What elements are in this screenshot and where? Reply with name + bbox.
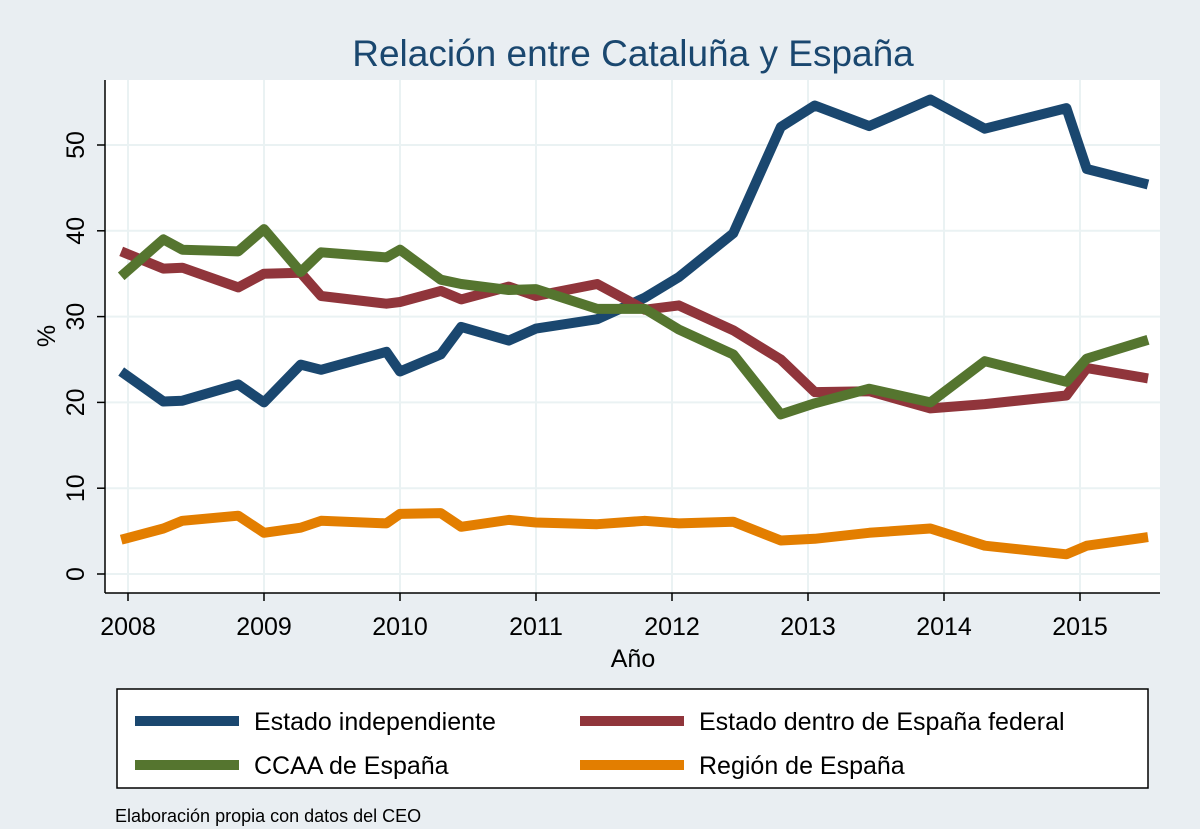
grid-lines [105, 80, 1160, 593]
y-tick-label: 10 [62, 474, 90, 502]
x-tick-label: 2015 [1052, 613, 1108, 641]
source-note: Elaboración propia con datos del CEO [115, 806, 421, 826]
series-layer [117, 94, 1150, 560]
series-line-1 [118, 94, 1150, 408]
legend: Estado independiente Estado dentro de Esp… [135, 708, 1065, 780]
x-tick-label: 2011 [509, 613, 563, 641]
x-axis-title: Año [611, 645, 655, 673]
legend-box [116, 688, 1149, 789]
y-tick-label: 0 [62, 567, 90, 581]
y-tick-label: 50 [62, 131, 90, 159]
x-tick-label: 2009 [236, 613, 292, 641]
y-axis-ticks: 0 10 20 30 40 50 [62, 131, 105, 581]
series-line-3 [117, 224, 1150, 420]
x-tick-label: 2008 [100, 613, 156, 641]
x-tick-label: 2010 [372, 613, 428, 641]
y-tick-label: 20 [62, 388, 90, 416]
chart-title: Relación entre Cataluña y España [352, 33, 914, 74]
y-tick-label: 40 [62, 217, 90, 245]
legend-label: Estado dentro de España federal [699, 708, 1065, 736]
x-tick-label: 2014 [916, 613, 972, 641]
legend-label: CCAA de España [254, 752, 449, 780]
legend-label: Región de España [699, 752, 905, 780]
legend-label: Estado independiente [254, 708, 496, 736]
x-axis-ticks: 2008 2009 2010 2011 2012 2013 2014 2015 [100, 593, 1108, 641]
series-line-2 [119, 246, 1149, 414]
x-tick-label: 2013 [780, 613, 836, 641]
y-tick-label: 30 [62, 303, 90, 331]
x-tick-label: 2012 [644, 613, 700, 641]
y-axis-title: % [33, 325, 61, 347]
plot-area [105, 80, 1160, 593]
series-line-4 [119, 508, 1149, 560]
